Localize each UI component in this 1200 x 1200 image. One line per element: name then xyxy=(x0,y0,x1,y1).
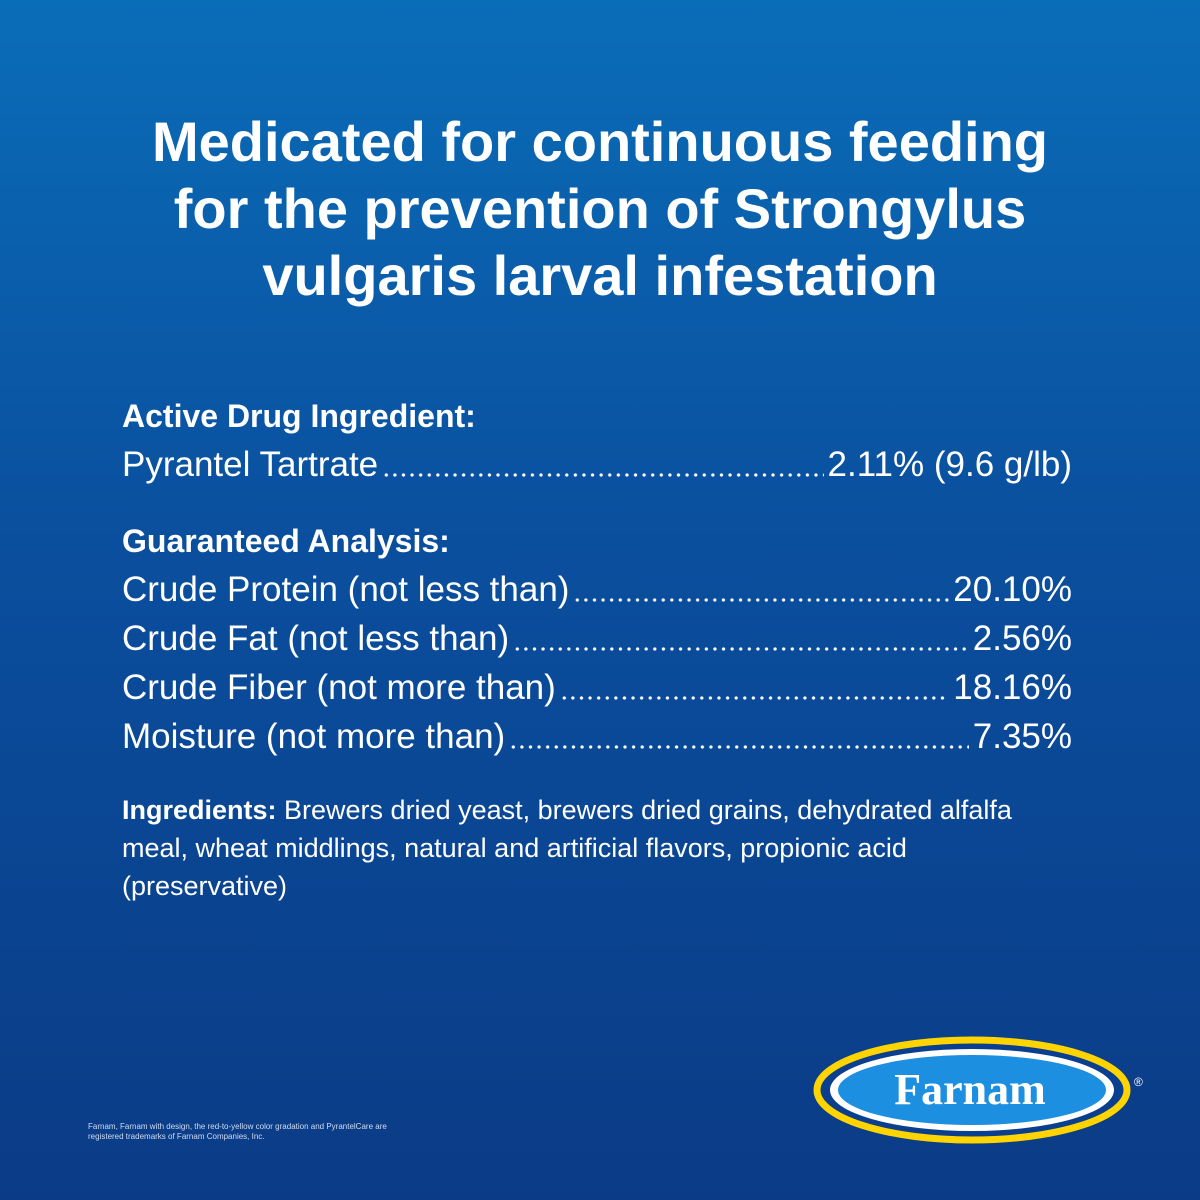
title-line: Medicated for continuous feeding xyxy=(151,110,1049,173)
leader-dots xyxy=(513,646,969,652)
logo-text: Farnam xyxy=(894,1065,1046,1114)
row: Crude Protein (not less than) 20.10% xyxy=(122,565,1072,614)
row: Crude Fat (not less than) 2.56% xyxy=(122,614,1072,663)
content: Active Drug Ingredient: Pyrantel Tartrat… xyxy=(122,392,1072,905)
section-heading: Guaranteed Analysis: xyxy=(122,523,450,559)
rows: Crude Protein (not less than) 20.10% Crude… xyxy=(122,565,1072,761)
leader-dots xyxy=(559,695,950,701)
logo-mark: ® xyxy=(1134,1075,1143,1089)
rows: Pyrantel Tartrate 2.11% (9.6 g/lb) xyxy=(122,440,1072,489)
row-value: 2.11% (9.6 g/lb) xyxy=(827,445,1073,484)
ingredients: Ingredients: Brewers dried yeast, brewer… xyxy=(122,791,1072,905)
leader-dots xyxy=(382,472,824,478)
section-heading: Active Drug Ingredient: xyxy=(122,398,476,434)
row-name: Crude Fat (not less than) xyxy=(122,619,510,658)
leader-dots xyxy=(509,744,969,750)
title-line: for the prevention of Strongylus xyxy=(173,177,1027,240)
logo: Farnam ® xyxy=(813,1036,1143,1144)
row: Moisture (not more than) 7.35% xyxy=(122,712,1072,761)
title: Medicated for continuous feeding for the… xyxy=(0,108,1200,309)
row: Pyrantel Tartrate 2.11% (9.6 g/lb) xyxy=(122,440,1072,489)
row: Crude Fiber (not more than) 18.16% xyxy=(122,663,1072,712)
gap xyxy=(122,489,1072,517)
row-name: Crude Fiber (not more than) xyxy=(122,668,556,707)
logo-body xyxy=(838,1055,1106,1125)
title-line: vulgaris larval infestation xyxy=(262,244,938,307)
row-value: 2.56% xyxy=(972,619,1072,658)
row-name: Crude Protein (not less than) xyxy=(122,570,570,609)
leader-dots xyxy=(573,597,950,603)
footnote: Farnam, Farnam with design, the red-to-y… xyxy=(88,1122,387,1141)
row-value: 18.16% xyxy=(953,668,1072,707)
row-value: 7.35% xyxy=(972,717,1072,756)
ingredients-label: Ingredients: xyxy=(122,795,277,825)
ingredients-text: Brewers dried yeast, brewers dried grain… xyxy=(122,795,1012,901)
row-value: 20.10% xyxy=(953,570,1072,609)
row-name: Moisture (not more than) xyxy=(122,717,506,756)
row-name: Pyrantel Tartrate xyxy=(122,445,379,484)
